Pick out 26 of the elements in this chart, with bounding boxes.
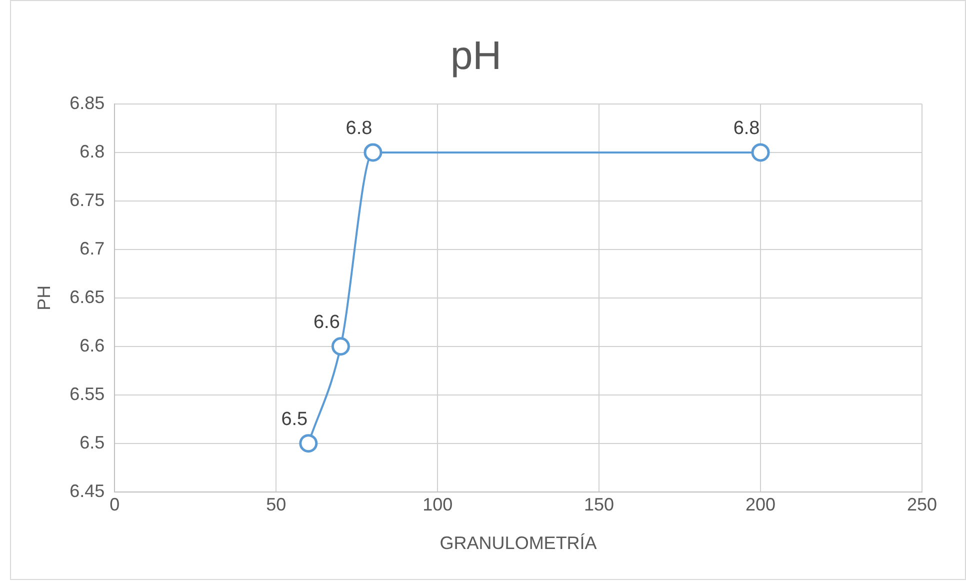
- y-tick-label: 6.5: [80, 432, 105, 452]
- y-tick-label: 6.55: [70, 384, 105, 404]
- y-tick-label: 6.85: [70, 92, 105, 113]
- point: [751, 143, 770, 162]
- y-tick-label: 6.8: [80, 141, 105, 162]
- y-tick-label: 6.75: [70, 190, 105, 210]
- y-axis-title: PH: [34, 285, 54, 310]
- data-label: 6.8: [733, 118, 760, 140]
- x-axis-title: GRANULOMETRÍA: [440, 533, 597, 554]
- x-tick-label: 0: [110, 494, 120, 515]
- point: [299, 434, 318, 453]
- chart-title: pH: [450, 34, 502, 78]
- point: [364, 143, 382, 162]
- point: [331, 337, 350, 356]
- y-tick-label: 6.45: [70, 480, 105, 501]
- y-tick-label: 6.7: [80, 238, 105, 258]
- y-tick-label: 6.6: [80, 335, 105, 356]
- x-tick-label: 250: [906, 494, 938, 515]
- data-label: 6.6: [313, 312, 340, 334]
- data-label: 6.5: [281, 409, 308, 430]
- x-tick-label: 100: [422, 494, 453, 515]
- y-tick-label: 6.65: [70, 286, 105, 307]
- x-tick-label: 200: [746, 494, 776, 515]
- x-tick-label: 50: [266, 494, 286, 515]
- data-label: 6.8: [346, 118, 372, 140]
- x-tick-label: 150: [584, 494, 614, 515]
